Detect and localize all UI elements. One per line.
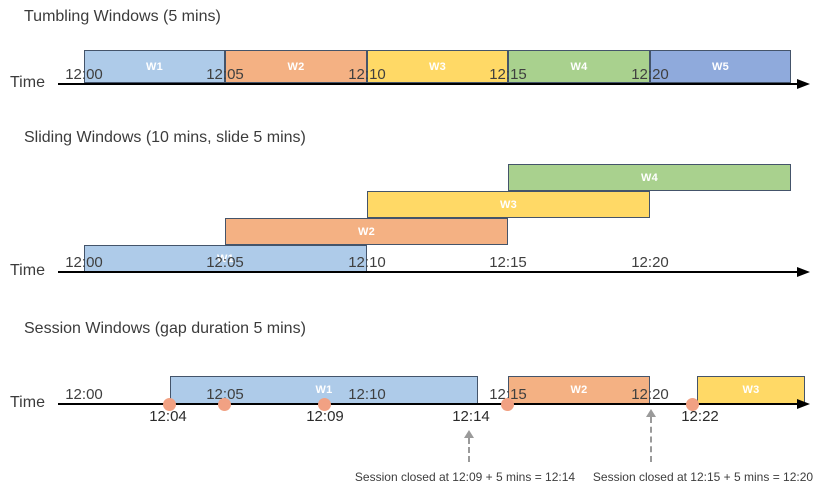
window-label: W5	[711, 60, 730, 73]
axis-arrowhead-icon	[797, 399, 810, 409]
window-label: W2	[570, 384, 588, 396]
tick-label: 12:10	[348, 66, 386, 83]
tick-label: 12:05	[206, 254, 244, 271]
tick-label: 12:15	[489, 254, 527, 271]
time-axis	[58, 271, 800, 273]
event-dot	[501, 398, 514, 411]
window-label: W3	[742, 384, 760, 396]
window-label: W1	[315, 384, 333, 396]
tick-label: 12:20	[631, 386, 669, 403]
section-title-tumbling: Tumbling Windows (5 mins)	[24, 8, 221, 25]
tumbling-window-bar-w5: W5	[650, 50, 791, 83]
section-title-session: Session Windows (gap duration 5 mins)	[24, 320, 306, 337]
time-axis-label: Time	[10, 394, 45, 411]
tick-label: 12:15	[489, 66, 527, 83]
window-label: W1	[216, 252, 235, 265]
tick-label: 12:20	[631, 66, 669, 83]
window-label: W4	[570, 60, 588, 73]
section-title-sliding: Sliding Windows (10 mins, slide 5 mins)	[24, 129, 306, 146]
event-time-label: 12:14	[452, 408, 490, 425]
axis-arrowhead-icon	[797, 79, 810, 89]
annotation-arrowhead-icon	[646, 409, 656, 417]
event-time-label: 12:22	[681, 408, 719, 425]
tick-label: 12:10	[348, 254, 386, 271]
sliding-window-bar-w4: W4	[508, 164, 791, 191]
tumbling-window-bar-w2: W2	[225, 50, 367, 83]
tumbling-window-bar-w4: W4	[508, 50, 650, 83]
annotation-arrow-line	[468, 438, 470, 462]
event-dot	[218, 398, 231, 411]
tick-label: 12:05	[206, 386, 244, 403]
time-axis	[58, 83, 800, 85]
axis-arrowhead-icon	[797, 267, 810, 277]
tick-label: 12:10	[348, 386, 386, 403]
event-dot	[686, 398, 699, 411]
tick-label: 12:15	[489, 386, 527, 403]
event-dot	[318, 398, 331, 411]
tumbling-window-bar-w3: W3	[367, 50, 508, 83]
window-label: W4	[640, 171, 659, 184]
session-closed-note-2: Session closed at 12:15 + 5 mins = 12:20	[592, 470, 814, 484]
window-label: W1	[145, 60, 164, 73]
session-window-bar-w3: W3	[697, 376, 805, 404]
time-axis-label: Time	[10, 262, 45, 279]
tick-label: 12:00	[65, 254, 103, 271]
sliding-window-bar-w2: W2	[225, 218, 508, 245]
tick-label: 12:05	[206, 66, 244, 83]
tick-label: 12:20	[631, 254, 669, 271]
event-time-label: 12:09	[306, 408, 344, 425]
window-label: W3	[499, 198, 518, 211]
annotation-arrowhead-icon	[464, 430, 474, 438]
window-label: W2	[287, 60, 305, 73]
event-time-label: 12:04	[149, 408, 187, 425]
time-axis-label: Time	[10, 74, 45, 91]
window-label: W2	[357, 225, 376, 238]
tick-label: 12:00	[65, 66, 103, 83]
time-axis	[58, 403, 800, 405]
sliding-window-bar-w3: W3	[367, 191, 650, 218]
window-label: W3	[428, 60, 447, 73]
sliding-window-bar-w1: W1	[84, 245, 367, 272]
tick-label: 12:00	[65, 386, 103, 403]
tumbling-window-bar-w1: W1	[84, 50, 225, 83]
annotation-arrow-line	[650, 417, 652, 462]
session-closed-note-1: Session closed at 12:09 + 5 mins = 12:14	[354, 470, 576, 484]
event-dot	[163, 398, 176, 411]
